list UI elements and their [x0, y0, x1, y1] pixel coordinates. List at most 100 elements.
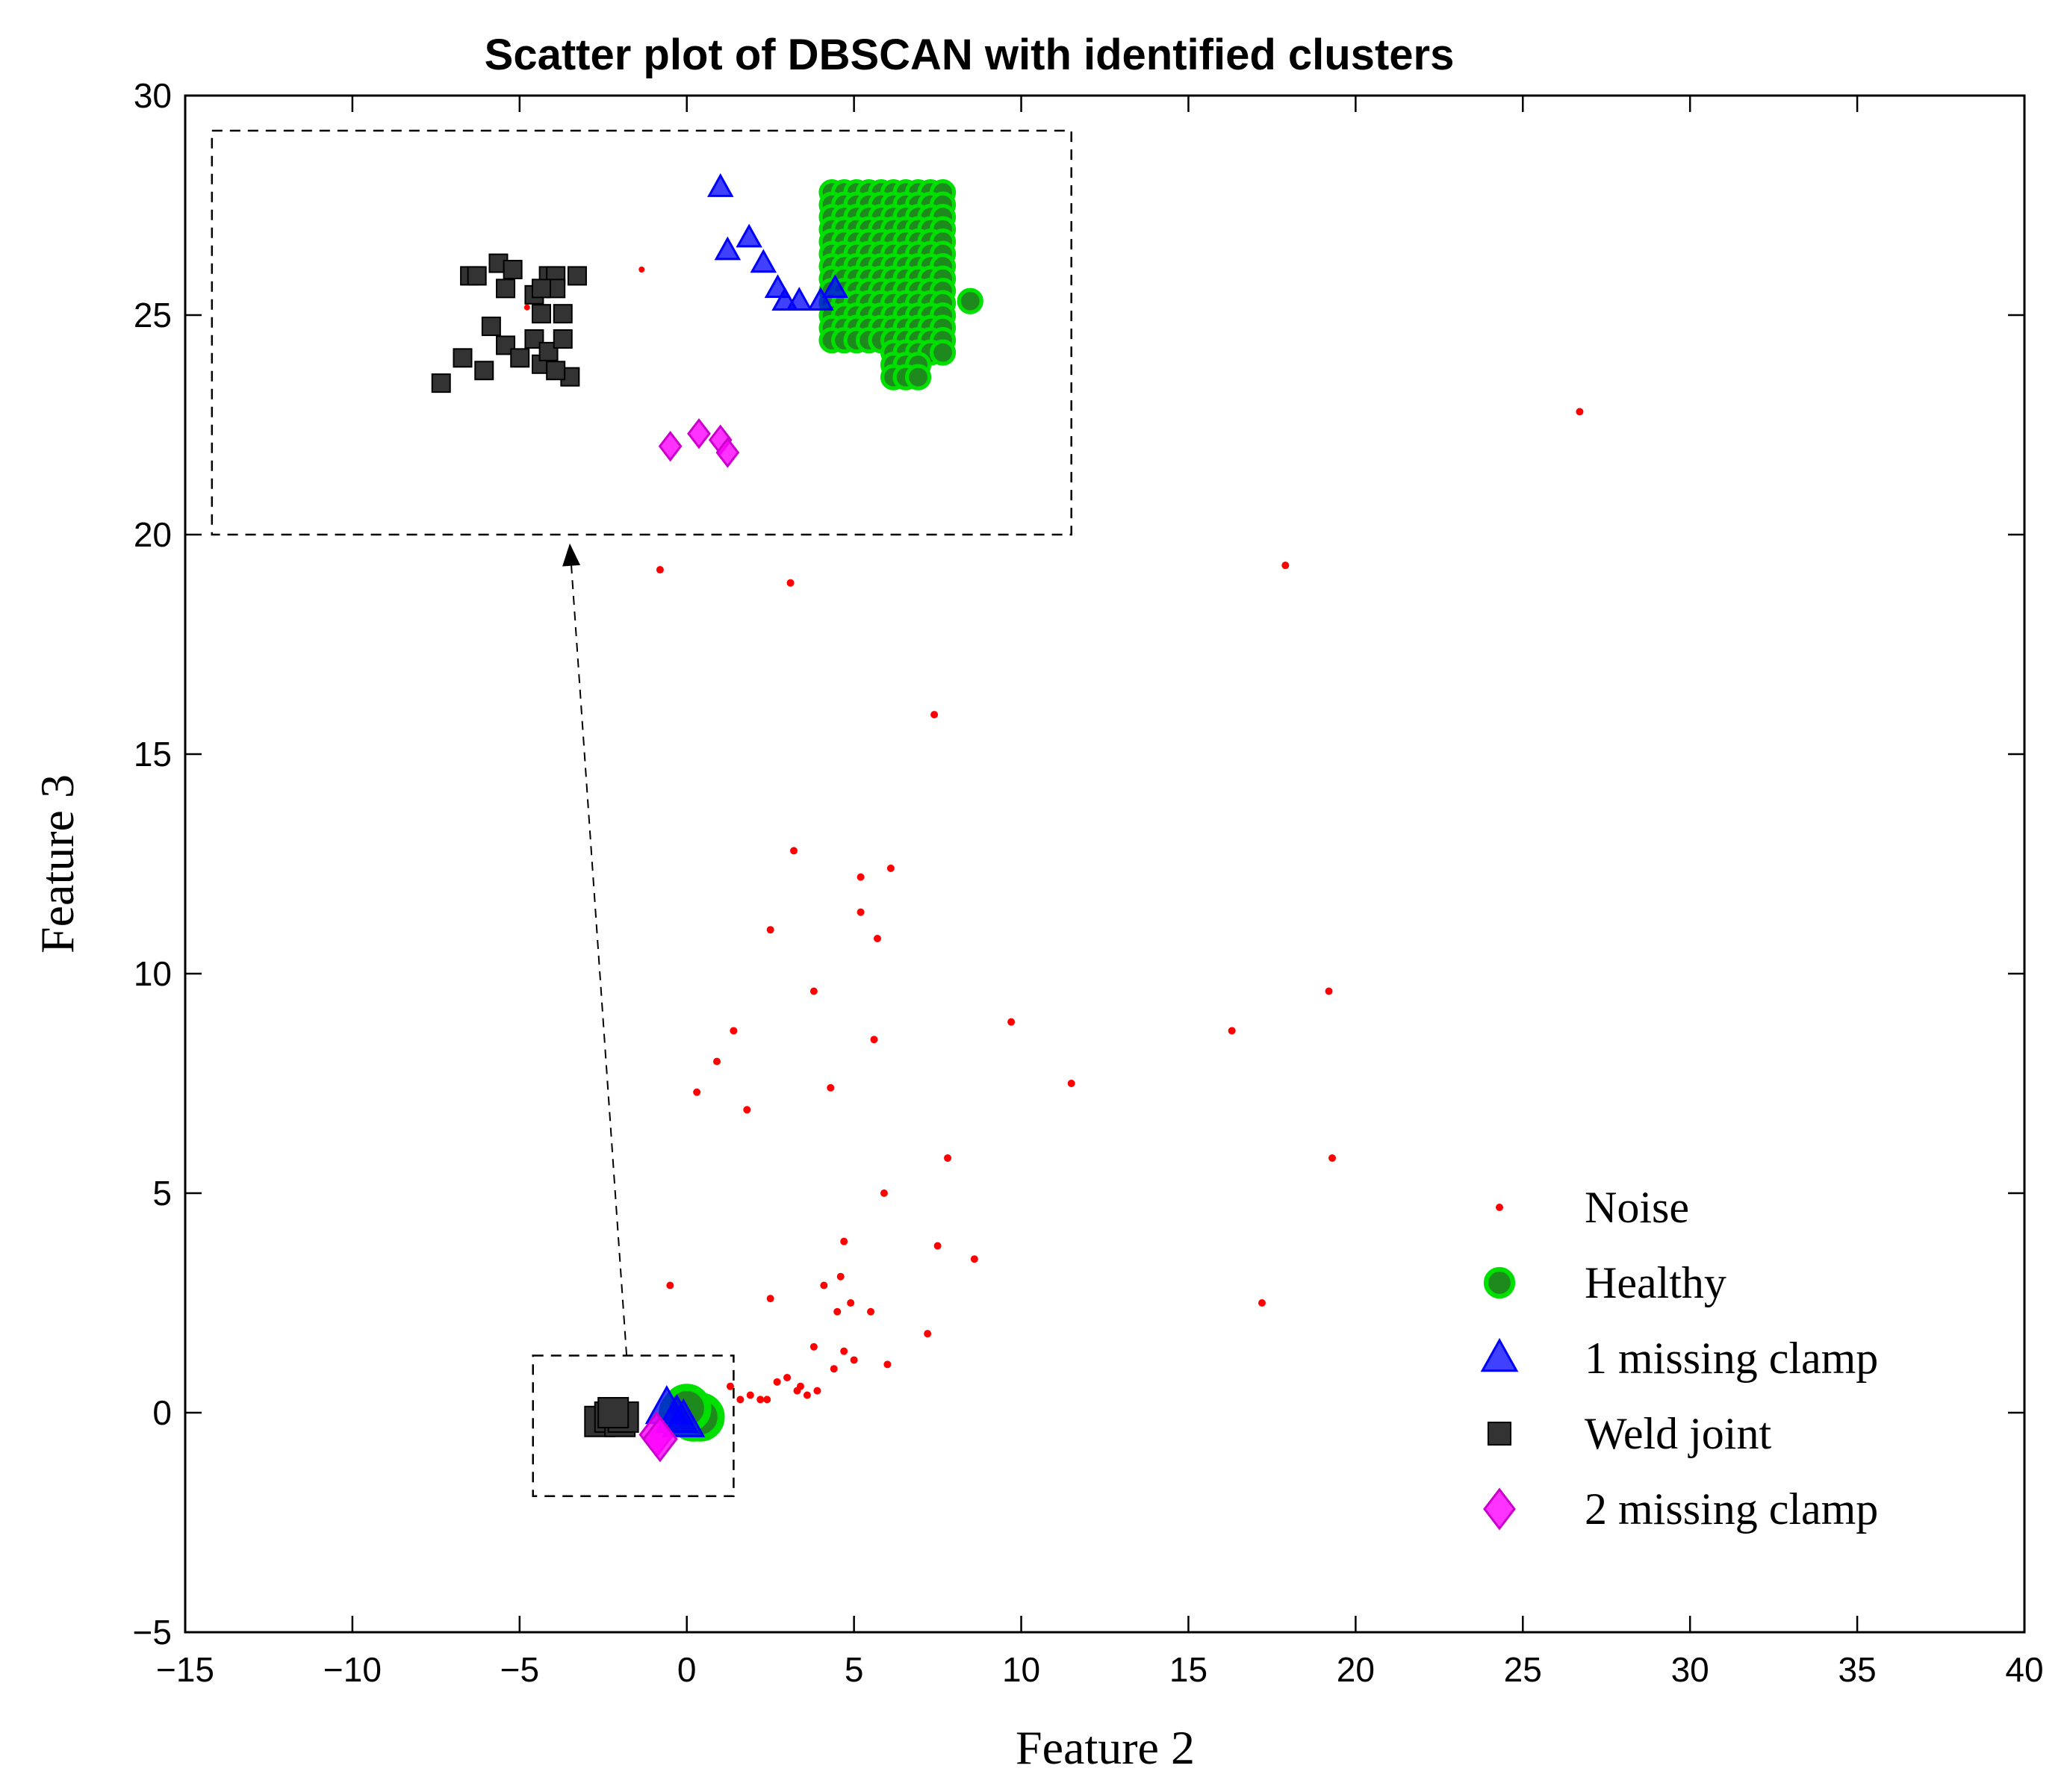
x-tick-label: 30 [1671, 1650, 1709, 1689]
noise-point [886, 864, 895, 872]
healthy-point [957, 287, 983, 314]
noise-point [833, 1307, 842, 1316]
legend-label: Noise [1585, 1183, 1689, 1232]
noise-point [873, 934, 881, 942]
noise-point [1325, 987, 1333, 995]
weld-joint-point [567, 266, 587, 286]
noise-point [693, 1088, 701, 1096]
x-tick-label: 15 [1169, 1650, 1207, 1689]
1-missing-clamp-point [714, 236, 742, 261]
1-missing-clamp-point [736, 223, 762, 248]
x-tick-label: −5 [500, 1650, 539, 1689]
series-weld-joint [584, 1397, 639, 1437]
axes-frame [184, 94, 2026, 1634]
2-missing-clamp-point [715, 437, 740, 468]
weld-joint-point [467, 266, 487, 286]
weld-joint-point [481, 317, 501, 337]
legend-marker-noise [1496, 1204, 1503, 1211]
noise-point [773, 1378, 781, 1386]
weld-joint-point [510, 348, 530, 368]
noise-point [743, 1106, 751, 1114]
x-tick-label: 40 [2005, 1650, 2043, 1689]
noise-point [756, 1396, 765, 1404]
noise-point [726, 1382, 734, 1390]
zoom-arrow-head [562, 543, 581, 567]
noise-point [836, 1272, 845, 1281]
noise-point [1328, 1154, 1337, 1162]
legend-marker-weld-joint [1488, 1422, 1511, 1446]
x-tick-label: 20 [1337, 1650, 1375, 1689]
zoom-arrow-line [568, 543, 628, 1356]
2-missing-clamp-point [642, 1416, 678, 1463]
weld-joint-point [503, 259, 523, 279]
x-tick-label: 5 [845, 1650, 864, 1689]
x-tick-label: −10 [323, 1650, 382, 1689]
noise-point [933, 1242, 942, 1250]
noise-point [1258, 1299, 1266, 1307]
weld-joint-point [597, 1397, 630, 1428]
inset-series-weld-joint [431, 253, 587, 393]
noise-point [713, 1057, 721, 1065]
legend-item-healthy: Healthy [1483, 1258, 1726, 1307]
noise-point [847, 1299, 855, 1307]
x-tick-label: 0 [677, 1650, 697, 1689]
healthy-point [904, 364, 932, 391]
x-tick-label: 10 [1002, 1650, 1040, 1689]
weld-joint-point [431, 373, 451, 393]
series-2-missing-clamp [638, 1411, 678, 1463]
noise-point [944, 1154, 952, 1162]
x-tick-label: 25 [1504, 1650, 1542, 1689]
noise-point [766, 1295, 774, 1303]
noise-point [666, 1281, 674, 1289]
noise-point [638, 266, 645, 273]
weld-joint-point [532, 279, 552, 299]
noise-point [746, 1391, 754, 1399]
y-tick-label: 5 [152, 1174, 172, 1213]
weld-joint-point [532, 304, 552, 324]
noise-point [809, 1343, 818, 1351]
inset-series-noise [523, 266, 645, 311]
legend-marker-1-missing-clamp [1480, 1337, 1519, 1372]
weld-joint-point [553, 304, 573, 324]
y-tick-label: 0 [152, 1393, 172, 1432]
legend-item-noise: Noise [1496, 1183, 1689, 1232]
legend-item-1-missing-clamp: 1 missing clamp [1480, 1334, 1878, 1383]
x-axis-label: Feature 2 [1016, 1721, 1195, 1774]
noise-point [1228, 1027, 1236, 1035]
legend-marker-healthy [1483, 1266, 1516, 1299]
y-tick-label: 25 [134, 296, 172, 335]
y-axis-label: Feature 3 [31, 774, 84, 953]
noise-point [857, 908, 865, 916]
axis-ticks: −15 −10 −5 0 5 10 15 20 25 30 35 40 −5 0 5 10 15 20 25 30 [133, 76, 2044, 1689]
legend: Noise Healthy 1 missing clamp Weld joint 2 m… [1480, 1183, 1878, 1534]
y-tick-label: 30 [134, 76, 172, 115]
noise-point [840, 1237, 848, 1245]
noise-point [1067, 1080, 1075, 1087]
inset-series-healthy [818, 179, 983, 391]
noise-point [1007, 1018, 1016, 1026]
noise-point [813, 1387, 821, 1395]
y-tick-label: 10 [134, 954, 172, 993]
weld-joint-point [474, 361, 494, 381]
noise-point [793, 1387, 801, 1395]
y-tick-label: 15 [134, 735, 172, 774]
noise-point [883, 1360, 892, 1369]
noise-point [930, 711, 939, 719]
weld-joint-point [453, 348, 473, 368]
noise-point [763, 1396, 771, 1404]
legend-label: Weld joint [1585, 1409, 1771, 1458]
noise-point [867, 1307, 875, 1316]
noise-point [880, 1189, 888, 1197]
noise-point [827, 1083, 835, 1092]
1-missing-clamp-point [750, 249, 777, 273]
2-missing-clamp-point [687, 418, 711, 449]
weld-joint-point [496, 279, 516, 299]
noise-point [830, 1365, 838, 1373]
noise-point [924, 1330, 932, 1338]
noise-point [820, 1281, 828, 1289]
1-missing-clamp-point [821, 274, 848, 299]
1-missing-clamp-point [786, 287, 813, 311]
noise-point [783, 1373, 792, 1381]
